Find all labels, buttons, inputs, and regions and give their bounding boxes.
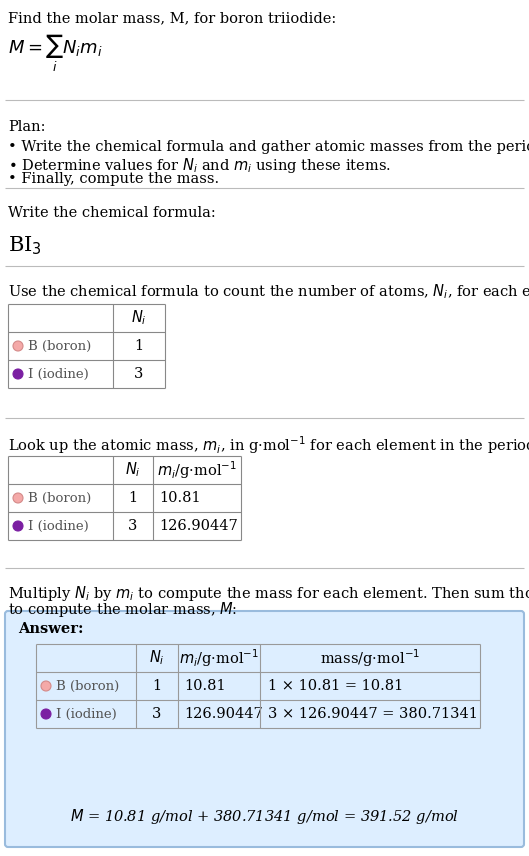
Text: • Determine values for $N_i$ and $m_i$ using these items.: • Determine values for $N_i$ and $m_i$ u… (8, 156, 391, 175)
Circle shape (41, 709, 51, 719)
Text: to compute the molar mass, $M$:: to compute the molar mass, $M$: (8, 600, 238, 619)
Text: 3: 3 (134, 367, 144, 381)
FancyBboxPatch shape (5, 611, 524, 847)
Text: $N_i$: $N_i$ (131, 309, 147, 327)
Circle shape (13, 369, 23, 379)
Circle shape (13, 493, 23, 503)
Text: $m_i$/g·mol$^{-1}$: $m_i$/g·mol$^{-1}$ (179, 647, 259, 669)
Text: B (boron): B (boron) (28, 491, 91, 504)
Text: 126.90447: 126.90447 (184, 707, 263, 721)
Text: $N_i$: $N_i$ (149, 649, 165, 668)
Text: 126.90447: 126.90447 (159, 519, 238, 533)
Text: 1: 1 (152, 679, 161, 693)
Text: 10.81: 10.81 (184, 679, 226, 693)
Text: Write the chemical formula:: Write the chemical formula: (8, 206, 216, 220)
Text: 3: 3 (152, 707, 162, 721)
Text: $M = \sum_i N_i m_i$: $M = \sum_i N_i m_i$ (8, 33, 103, 74)
Text: Answer:: Answer: (18, 622, 84, 636)
Text: I (iodine): I (iodine) (56, 708, 117, 721)
Text: B (boron): B (boron) (28, 340, 91, 353)
Text: $N_i$: $N_i$ (125, 461, 141, 479)
Text: BI$_3$: BI$_3$ (8, 234, 42, 257)
Circle shape (41, 681, 51, 691)
Text: Plan:: Plan: (8, 120, 45, 134)
Text: I (iodine): I (iodine) (28, 367, 89, 381)
Text: Look up the atomic mass, $m_i$, in g·mol$^{-1}$ for each element in the periodic: Look up the atomic mass, $m_i$, in g·mol… (8, 434, 529, 455)
Text: 3: 3 (129, 519, 138, 533)
Text: 1: 1 (134, 339, 143, 353)
Text: $M$ = 10.81 g/mol + 380.71341 g/mol = 391.52 g/mol: $M$ = 10.81 g/mol + 380.71341 g/mol = 39… (70, 806, 459, 825)
Text: 3 × 126.90447 = 380.71341: 3 × 126.90447 = 380.71341 (268, 707, 478, 721)
Text: Multiply $N_i$ by $m_i$ to compute the mass for each element. Then sum those val: Multiply $N_i$ by $m_i$ to compute the m… (8, 584, 529, 603)
Text: 1 × 10.81 = 10.81: 1 × 10.81 = 10.81 (268, 679, 403, 693)
Text: Use the chemical formula to count the number of atoms, $N_i$, for each element:: Use the chemical formula to count the nu… (8, 282, 529, 300)
Circle shape (13, 341, 23, 351)
Text: Find the molar mass, M, for boron triiodide:: Find the molar mass, M, for boron triiod… (8, 11, 336, 25)
Text: • Write the chemical formula and gather atomic masses from the periodic table.: • Write the chemical formula and gather … (8, 140, 529, 154)
Text: B (boron): B (boron) (56, 680, 119, 693)
Text: mass/g·mol$^{-1}$: mass/g·mol$^{-1}$ (320, 647, 420, 669)
Text: 1: 1 (129, 491, 138, 505)
Text: $m_i$/g·mol$^{-1}$: $m_i$/g·mol$^{-1}$ (157, 459, 237, 481)
Text: 10.81: 10.81 (159, 491, 200, 505)
Circle shape (13, 521, 23, 531)
Text: • Finally, compute the mass.: • Finally, compute the mass. (8, 172, 219, 186)
Text: I (iodine): I (iodine) (28, 520, 89, 532)
